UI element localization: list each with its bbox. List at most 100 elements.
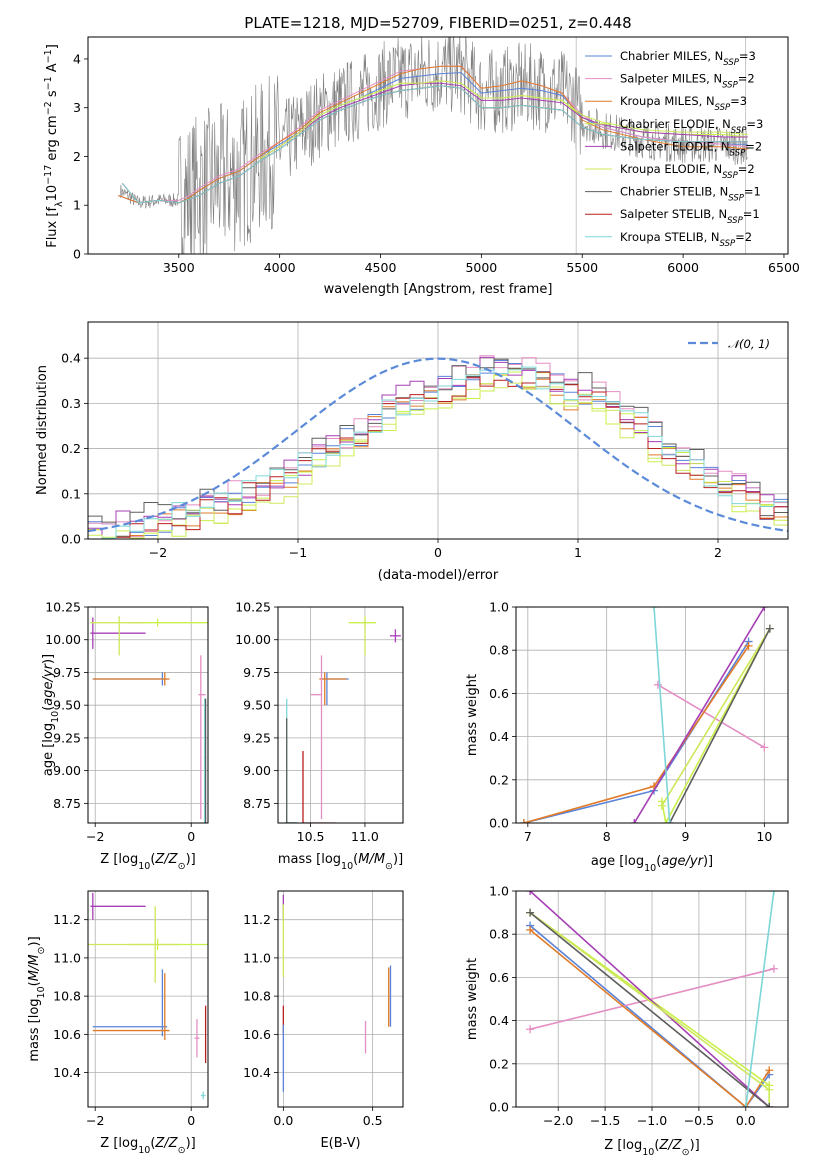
plot-area xyxy=(284,616,401,823)
y-tick-label: 0.4 xyxy=(489,729,509,744)
weight-line-9 xyxy=(653,607,671,823)
x-axis-label: Z [log10(Z/Z⊙)] xyxy=(100,1136,195,1156)
y-tick-label: 8.75 xyxy=(53,796,81,811)
x-tick-label: 0 xyxy=(187,1113,195,1128)
axes-frame xyxy=(87,606,209,824)
y-tick-label: 0.2 xyxy=(489,1056,509,1071)
weight-line-2 xyxy=(657,684,765,749)
model-line-9 xyxy=(121,85,748,204)
x-axis-label: age [log10(age/yr)] xyxy=(591,854,713,874)
x-tick-label: −2 xyxy=(149,545,167,560)
x-tick-label: −0.5 xyxy=(684,1113,714,1128)
panel-weight_vs_Z: −2.0 −1.5 −1.0 −0.5 0.0 0.0 0.2 0.4 0.6 0.8 1.0 Z [… xyxy=(465,884,789,1158)
axes-frame xyxy=(515,606,789,824)
y-tick-label: 11.0 xyxy=(53,950,81,965)
y-tick-label: 10.4 xyxy=(243,1065,271,1080)
x-tick-label: 0.0 xyxy=(736,1113,756,1128)
x-tick-label: 7 xyxy=(524,829,532,844)
x-tick-label: 0 xyxy=(187,829,195,844)
x-tick-label: −2.0 xyxy=(543,1113,573,1128)
legend-label: Salpeter MILES, NSSP=2 xyxy=(620,72,755,91)
x-tick-label: 6000 xyxy=(667,260,699,275)
legend-label: Chabrier ELODIE, NSSP=3 xyxy=(620,117,763,136)
weight-line-6 xyxy=(529,911,770,1091)
plot-area xyxy=(519,607,774,823)
x-tick-label: 11.0 xyxy=(351,829,379,844)
x-tick-label: −2 xyxy=(86,829,104,844)
y-tick-label: 1 xyxy=(73,198,81,213)
weight-line-1 xyxy=(529,924,770,1107)
legend-label: Kroupa STELIB, NSSP=2 xyxy=(620,230,752,249)
figure-title: PLATE=1218, MJD=52709, FIBERID=0251, z=0… xyxy=(244,14,631,32)
y-tick-label: 0.2 xyxy=(61,441,81,456)
x-tick-label: 8 xyxy=(603,829,611,844)
weight-marker xyxy=(765,624,774,633)
weight-marker xyxy=(649,607,658,611)
x-tick-label: 4500 xyxy=(365,260,397,275)
legend-label: Kroupa ELODIE, NSSP=2 xyxy=(620,162,755,181)
legend-label: Salpeter ELODIE, NSSP=2 xyxy=(620,139,762,158)
y-tick-label: 0.1 xyxy=(61,486,81,501)
weight-marker xyxy=(741,1103,750,1107)
weight-marker xyxy=(630,819,639,823)
weight-marker xyxy=(657,801,666,810)
y-tick-label: 10.6 xyxy=(243,1027,271,1042)
y-tick-label: 10.8 xyxy=(243,989,271,1004)
axes-frame xyxy=(515,890,789,1108)
weight-marker xyxy=(526,1025,535,1034)
plot-area xyxy=(88,892,208,1100)
x-tick-label: 10.5 xyxy=(297,829,325,844)
y-tick-label: 0.2 xyxy=(489,772,509,787)
weight-marker xyxy=(760,743,769,752)
weight-line-5 xyxy=(633,607,765,823)
x-tick-label: 0.0 xyxy=(273,1113,293,1128)
y-tick-label: 0 xyxy=(73,247,81,262)
panel-mass_vs_ebv: 0.0 0.5 10.4 10.6 10.8 11.0 11.2 E(B-V) xyxy=(243,890,404,1151)
model-line-2 xyxy=(118,65,748,204)
y-tick-label: 8.75 xyxy=(243,796,271,811)
y-tick-label: 9.25 xyxy=(53,730,81,745)
y-axis-label: mass weight xyxy=(465,958,480,1040)
axes-frame xyxy=(277,606,404,824)
axes-frame xyxy=(277,890,404,1108)
x-tick-label: 1 xyxy=(574,545,582,560)
y-tick-label: 9.00 xyxy=(243,763,271,778)
y-tick-label: 1.0 xyxy=(489,600,509,615)
x-tick-label: 0 xyxy=(434,545,442,560)
x-tick-label: −1.5 xyxy=(590,1113,620,1128)
x-axis-label: E(B-V) xyxy=(320,1136,360,1151)
plot-area xyxy=(118,37,748,254)
y-tick-label: 10.25 xyxy=(45,600,81,615)
histogram-step-9 xyxy=(88,366,788,539)
panel-age_vs_Z: −2 0 8.75 9.00 9.25 9.50 9.75 10.00 10.25 Z [log1… xyxy=(41,600,209,872)
y-tick-label: 0.6 xyxy=(489,970,509,985)
y-tick-label: 10.00 xyxy=(235,632,271,647)
weight-marker xyxy=(661,819,670,823)
weight-line-7 xyxy=(529,911,770,1107)
y-tick-label: 0.8 xyxy=(489,927,509,942)
x-tick-label: 6500 xyxy=(768,260,800,275)
weight-marker xyxy=(526,908,535,917)
y-tick-label: 11.2 xyxy=(53,912,81,927)
weight-line-7 xyxy=(668,628,771,823)
weight-marker xyxy=(744,641,753,650)
x-axis-label: mass [log10(M/M⊙)] xyxy=(278,852,403,872)
x-tick-label: 4000 xyxy=(264,260,296,275)
weight-line-5 xyxy=(529,891,770,1107)
weight-marker xyxy=(769,964,778,973)
weight-marker xyxy=(653,680,662,689)
panel-residuals: −2 −1 0 1 2 0.0 0.1 0.2 0.3 0.4 𝒩(0, 1) (data-model… xyxy=(35,321,789,583)
x-tick-label: 9 xyxy=(682,829,690,844)
y-axis-label: mass [log10(M/M⊙)] xyxy=(27,936,47,1061)
y-tick-label: 9.75 xyxy=(53,665,81,680)
x-tick-label: 5000 xyxy=(465,260,497,275)
y-tick-label: 9.00 xyxy=(53,763,81,778)
x-tick-label: 0.5 xyxy=(363,1113,383,1128)
panel-age_vs_mass: 10.5 11.0 8.75 9.00 9.25 9.50 9.75 10.00 10.25 ma… xyxy=(235,600,404,872)
axes-frame xyxy=(87,36,789,255)
y-axis-label: age [log10(age/yr)] xyxy=(41,654,61,776)
weight-marker xyxy=(519,819,528,823)
y-tick-label: 11.0 xyxy=(243,950,271,965)
y-tick-label: 10.00 xyxy=(45,632,81,647)
panel-spectrum: 3500 4000 4500 5000 5500 6000 6500 0 1 2 3 4 Chabrie… xyxy=(43,36,800,297)
